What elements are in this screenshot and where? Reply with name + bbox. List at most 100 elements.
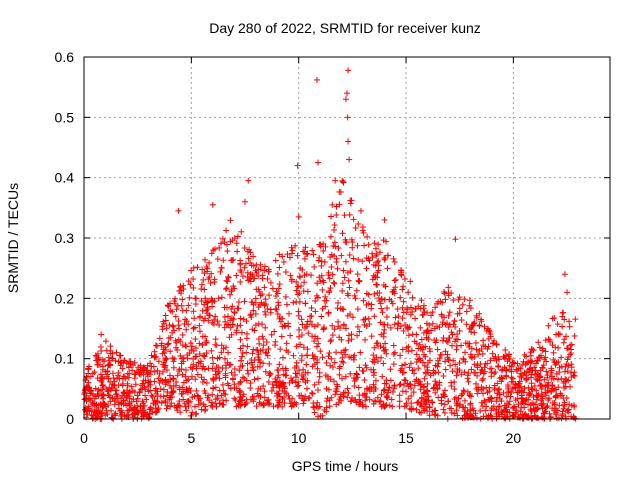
data-point (381, 256, 388, 263)
data-point (209, 354, 216, 361)
data-point (310, 251, 317, 258)
data-point (455, 395, 462, 402)
data-point (225, 349, 232, 356)
data-point (197, 328, 204, 335)
data-point (218, 294, 225, 301)
data-point (205, 392, 212, 399)
data-point (173, 306, 180, 313)
data-point (409, 294, 416, 301)
data-point (173, 378, 180, 385)
data-point (495, 403, 502, 410)
data-point (493, 357, 500, 364)
data-point (338, 252, 345, 259)
data-point (481, 323, 488, 330)
data-point (432, 304, 439, 311)
data-point (375, 258, 382, 265)
data-point (424, 309, 431, 316)
data-point (180, 396, 187, 403)
data-point (474, 372, 481, 379)
data-point (571, 372, 578, 379)
data-point (211, 276, 218, 283)
data-point (375, 295, 382, 302)
data-point (511, 403, 518, 410)
data-point (238, 329, 245, 336)
data-point (351, 383, 358, 390)
data-point (327, 285, 334, 292)
data-point (360, 297, 367, 304)
data-point (391, 258, 398, 265)
data-point (293, 343, 300, 350)
data-point (375, 267, 382, 274)
data-point (352, 295, 359, 302)
data-point (94, 361, 101, 368)
data-point (543, 368, 550, 375)
data-point (359, 258, 366, 265)
data-point (371, 274, 378, 281)
data-point (190, 264, 197, 271)
data-point (329, 364, 336, 371)
data-point (190, 325, 197, 332)
data-point (484, 345, 491, 352)
data-point (99, 392, 106, 399)
data-point (479, 403, 486, 410)
data-point (101, 358, 108, 365)
data-point (420, 329, 427, 336)
data-point (339, 230, 346, 237)
data-point (405, 395, 412, 402)
data-point (164, 341, 171, 348)
data-point (469, 354, 476, 361)
data-point (428, 312, 435, 319)
data-point (227, 317, 234, 324)
data-point (537, 367, 544, 374)
data-point (495, 362, 502, 369)
data-point (379, 309, 386, 316)
data-point (424, 388, 431, 395)
data-point (330, 279, 337, 286)
data-point (339, 280, 346, 287)
data-point (401, 276, 408, 283)
data-point (194, 264, 201, 271)
data-point (454, 401, 461, 408)
data-point (449, 368, 456, 375)
data-point (369, 358, 376, 365)
data-point (345, 337, 352, 344)
data-point (142, 377, 149, 384)
data-point (221, 355, 228, 362)
data-point (304, 318, 311, 325)
data-point (199, 341, 206, 348)
data-point (190, 276, 197, 283)
data-point (349, 244, 356, 251)
data-point (440, 335, 447, 342)
data-point (331, 280, 338, 287)
data-point (201, 301, 208, 308)
data-point (503, 373, 510, 380)
data-point (342, 373, 349, 380)
data-point (542, 389, 549, 396)
data-point (547, 369, 554, 376)
data-point (244, 269, 251, 276)
data-point (191, 324, 198, 331)
data-point (200, 276, 207, 283)
data-point (306, 394, 313, 401)
data-point (438, 394, 445, 401)
data-point (523, 368, 530, 375)
data-point (290, 352, 297, 359)
data-point (237, 345, 244, 352)
data-point (288, 278, 295, 285)
data-point (279, 354, 286, 361)
data-point (239, 350, 246, 357)
data-point (109, 370, 116, 377)
data-point (158, 399, 165, 406)
data-point (112, 357, 119, 364)
data-point (473, 346, 480, 353)
data-point (550, 349, 557, 356)
data-point (165, 335, 172, 342)
data-point (566, 323, 573, 330)
data-point (458, 371, 465, 378)
data-point (102, 412, 109, 419)
data-point (276, 264, 283, 271)
data-point (237, 322, 244, 329)
data-point (551, 386, 558, 393)
data-point (313, 343, 320, 350)
data-point (383, 238, 390, 245)
